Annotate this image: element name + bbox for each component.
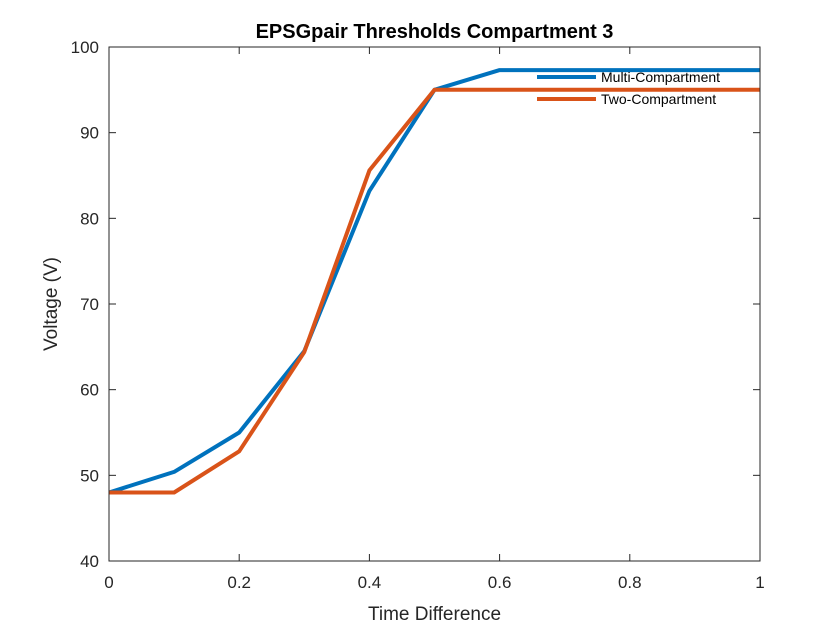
y-tick-label: 50 [80, 466, 99, 485]
plot-area [109, 47, 760, 561]
y-tick-label: 80 [80, 209, 99, 228]
chart-title: EPSGpair Thresholds Compartment 3 [256, 21, 614, 43]
legend-label-multi-compartment: Multi-Compartment [601, 69, 720, 85]
x-tick-label: 0.6 [488, 573, 512, 592]
ticks-layer: 0 0.2 0.4 0.6 0.8 1 40 50 60 70 80 90 100 [71, 38, 765, 592]
y-tick-label: 100 [71, 38, 99, 57]
y-tick-label: 70 [80, 295, 99, 314]
legend: Multi-Compartment Two-Compartment [537, 69, 720, 107]
x-axis-label: Time Difference [368, 604, 501, 625]
x-tick-label: 0 [104, 573, 113, 592]
x-tick-label: 0.2 [227, 573, 251, 592]
y-tick-label: 90 [80, 124, 99, 143]
series-layer [108, 68, 760, 495]
y-axis-label: Voltage (V) [41, 257, 62, 351]
y-tick-label: 40 [80, 552, 99, 571]
y-tick-label: 60 [80, 381, 99, 400]
series-line-two-compartment [109, 87, 760, 495]
legend-label-two-compartment: Two-Compartment [601, 91, 716, 107]
x-tick-label: 1 [755, 573, 764, 592]
x-tick-label: 0.4 [358, 573, 382, 592]
x-tick-label: 0.8 [618, 573, 642, 592]
